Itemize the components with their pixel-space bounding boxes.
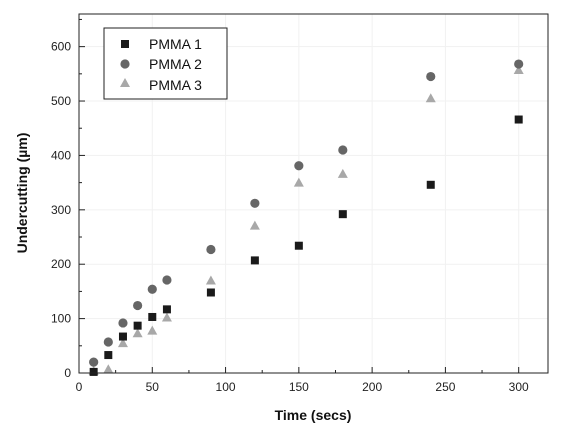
data-point-triangle: [293, 177, 304, 187]
x-tick-label: 0: [76, 380, 83, 394]
data-point-circle: [133, 300, 143, 311]
data-point-circle: [147, 284, 157, 294]
data-point-circle: [514, 59, 524, 69]
data-points: [88, 59, 524, 376]
y-tick-label: 300: [51, 203, 71, 217]
data-point-square: [338, 210, 347, 219]
x-tick-label: 300: [509, 380, 529, 394]
legend-marker-pmma-1: [121, 40, 129, 48]
legend-label-pmma-3: PMMA 3: [149, 77, 202, 93]
plot-frame: [78, 13, 549, 374]
data-point-triangle: [425, 93, 436, 103]
series-pmma-2: [89, 59, 524, 367]
data-point-square: [148, 312, 157, 321]
series-pmma-3: [88, 65, 524, 375]
x-tick-label: 100: [216, 380, 236, 394]
data-point-square: [104, 351, 113, 360]
x-tick-labels: 0 50 100 150 200 250 300: [76, 380, 529, 394]
data-point-circle: [426, 71, 436, 82]
y-axis-title: Undercutting (µm): [14, 133, 30, 254]
y-tick-label: 0: [64, 366, 71, 380]
data-point-triangle: [337, 168, 348, 178]
series-pmma-1: [89, 115, 523, 376]
data-point-circle: [206, 244, 216, 255]
y-tick-label: 400: [51, 148, 71, 162]
y-tick-label: 200: [51, 257, 71, 271]
data-point-square: [118, 332, 127, 341]
data-point-triangle: [132, 328, 143, 338]
legend-label-pmma-2: PMMA 2: [149, 56, 202, 72]
x-axis-title: Time (secs): [275, 407, 352, 423]
data-point-circle: [89, 357, 99, 367]
data-point-circle: [118, 318, 128, 328]
data-point-triangle: [205, 275, 216, 285]
y-tick-label: 600: [51, 40, 71, 54]
data-point-circle: [338, 145, 348, 155]
data-point-square: [514, 115, 523, 124]
data-point-square: [162, 305, 171, 314]
x-tick-label: 200: [362, 380, 382, 394]
data-point-circle: [294, 161, 304, 171]
data-point-square: [294, 241, 303, 250]
data-point-circle: [103, 337, 113, 347]
data-point-triangle: [147, 325, 158, 335]
data-point-triangle: [103, 364, 114, 374]
x-tick-label: 50: [146, 380, 160, 394]
data-point-square: [250, 256, 259, 265]
x-tick-label: 150: [289, 380, 309, 394]
y-tick-label: 100: [51, 312, 71, 326]
y-tick-labels: 0 100 200 300 400 500 600: [51, 40, 71, 380]
data-point-square: [89, 367, 98, 376]
data-point-square: [426, 180, 435, 189]
data-point-square: [206, 288, 215, 297]
data-point-triangle: [513, 65, 524, 75]
x-tick-label: 250: [435, 380, 455, 394]
y-tick-label: 500: [51, 94, 71, 108]
data-point-triangle: [249, 220, 260, 230]
legend: PMMA 1 PMMA 2 PMMA 3: [103, 27, 228, 100]
data-point-circle: [162, 275, 172, 285]
legend-marker-pmma-3: [120, 78, 130, 87]
data-point-triangle: [161, 312, 172, 322]
data-point-triangle: [117, 338, 128, 348]
legend-marker-pmma-2: [120, 59, 130, 69]
data-point-square: [133, 321, 142, 330]
data-point-circle: [250, 198, 260, 208]
legend-label-pmma-1: PMMA 1: [149, 36, 202, 52]
